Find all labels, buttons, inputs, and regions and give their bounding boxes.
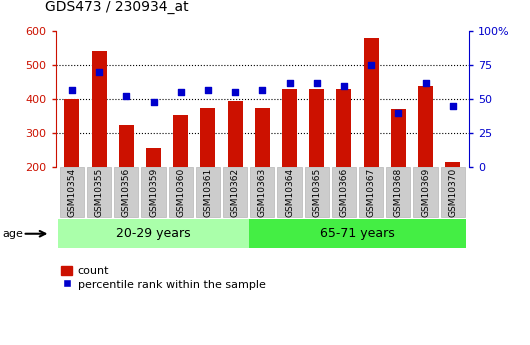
Text: GSM10364: GSM10364 bbox=[285, 168, 294, 217]
Point bbox=[176, 90, 185, 95]
Bar bbox=[445, 162, 460, 167]
Text: age: age bbox=[3, 229, 23, 239]
Point bbox=[95, 69, 103, 75]
Point bbox=[204, 87, 212, 92]
Point bbox=[448, 103, 457, 109]
Legend: count, percentile rank within the sample: count, percentile rank within the sample bbox=[61, 266, 266, 290]
Text: GSM10368: GSM10368 bbox=[394, 168, 403, 217]
Bar bbox=[119, 126, 134, 167]
Bar bbox=[282, 89, 297, 167]
Bar bbox=[146, 148, 161, 167]
Bar bbox=[228, 101, 243, 167]
Point bbox=[258, 87, 267, 92]
Bar bbox=[391, 109, 406, 167]
Bar bbox=[173, 115, 188, 167]
Text: GSM10354: GSM10354 bbox=[67, 168, 76, 217]
Point bbox=[285, 80, 294, 86]
Text: GSM10367: GSM10367 bbox=[367, 168, 376, 217]
Text: GSM10370: GSM10370 bbox=[448, 168, 457, 217]
Text: GSM10360: GSM10360 bbox=[176, 168, 186, 217]
Point bbox=[367, 62, 375, 68]
Text: 65-71 years: 65-71 years bbox=[320, 227, 395, 240]
Bar bbox=[310, 89, 324, 167]
Text: GSM10363: GSM10363 bbox=[258, 168, 267, 217]
Text: GSM10366: GSM10366 bbox=[339, 168, 348, 217]
Bar bbox=[364, 38, 378, 167]
Bar bbox=[92, 51, 107, 167]
Point bbox=[68, 87, 76, 92]
Text: 20-29 years: 20-29 years bbox=[116, 227, 191, 240]
Text: GDS473 / 230934_at: GDS473 / 230934_at bbox=[45, 0, 189, 14]
Point bbox=[122, 94, 130, 99]
Text: GSM10361: GSM10361 bbox=[204, 168, 213, 217]
Bar bbox=[255, 108, 270, 167]
Text: GSM10365: GSM10365 bbox=[312, 168, 321, 217]
Text: GSM10369: GSM10369 bbox=[421, 168, 430, 217]
Point bbox=[421, 80, 430, 86]
Point bbox=[149, 99, 158, 105]
Text: GSM10355: GSM10355 bbox=[95, 168, 104, 217]
Text: GSM10362: GSM10362 bbox=[231, 168, 240, 217]
Bar bbox=[200, 108, 215, 167]
Point bbox=[394, 110, 403, 116]
Bar bbox=[418, 86, 433, 167]
Text: GSM10356: GSM10356 bbox=[122, 168, 131, 217]
Point bbox=[231, 90, 240, 95]
Text: GSM10359: GSM10359 bbox=[149, 168, 158, 217]
Point bbox=[313, 80, 321, 86]
Bar bbox=[65, 99, 80, 167]
Bar bbox=[337, 89, 351, 167]
Point bbox=[340, 83, 348, 88]
